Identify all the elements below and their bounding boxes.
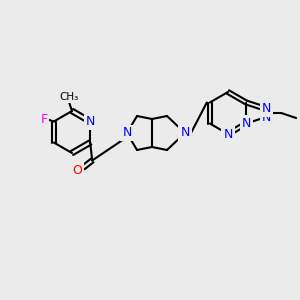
Text: O: O (72, 164, 82, 177)
Text: N: N (262, 110, 271, 124)
Text: N: N (180, 127, 190, 140)
Text: N: N (223, 128, 233, 140)
Text: N: N (122, 127, 132, 140)
Text: N: N (262, 103, 271, 116)
Text: F: F (40, 113, 47, 126)
Text: CH₃: CH₃ (59, 92, 79, 102)
Text: N: N (242, 117, 251, 130)
Text: N: N (85, 115, 95, 128)
